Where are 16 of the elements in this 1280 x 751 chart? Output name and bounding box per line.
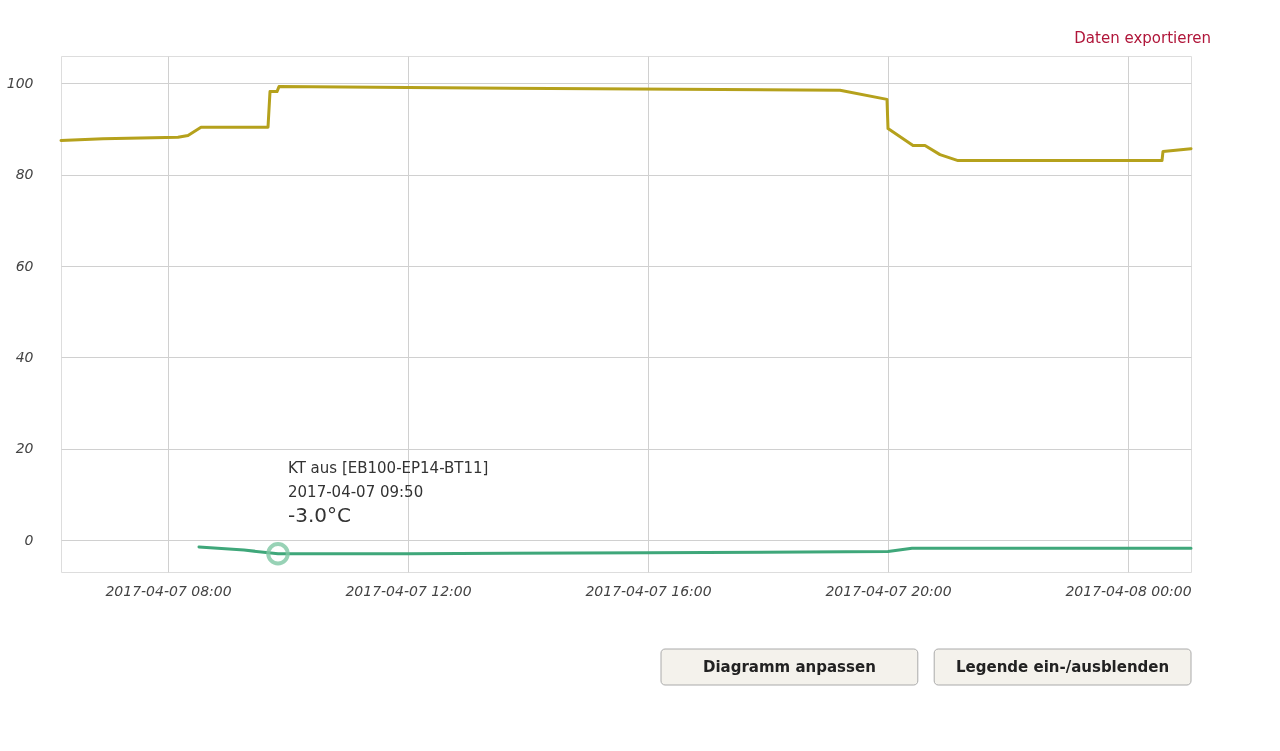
y-tick-label: 40 (15, 348, 34, 365)
y-tick-label: 100 (6, 74, 34, 91)
x-tick-label: 2017-04-07 08:00 (105, 582, 232, 599)
text: Legende ein-/ausblenden (956, 658, 1170, 676)
x-tick-label: 2017-04-07 20:00 (825, 582, 952, 599)
y-tick-label: 60 (15, 257, 34, 274)
text: Diagramm anpassen (702, 658, 876, 676)
x-tick-label: 2017-04-07 12:00 (345, 582, 472, 599)
annotation: KT aus [EB100-EP14-BT11] 2017-04-07 09:50 -3.0°C (288, 458, 489, 527)
line-series (59, 85, 1193, 163)
y-tick-label: 0 (24, 531, 34, 548)
text: Daten exportieren (1074, 29, 1211, 47)
x-tick-label: 2017-04-08 00:00 (1065, 582, 1192, 599)
x-tick-label: 2017-04-07 16:00 (585, 582, 712, 599)
y-tick-label: 20 (15, 440, 34, 457)
y-tick-label: 80 (15, 166, 34, 183)
